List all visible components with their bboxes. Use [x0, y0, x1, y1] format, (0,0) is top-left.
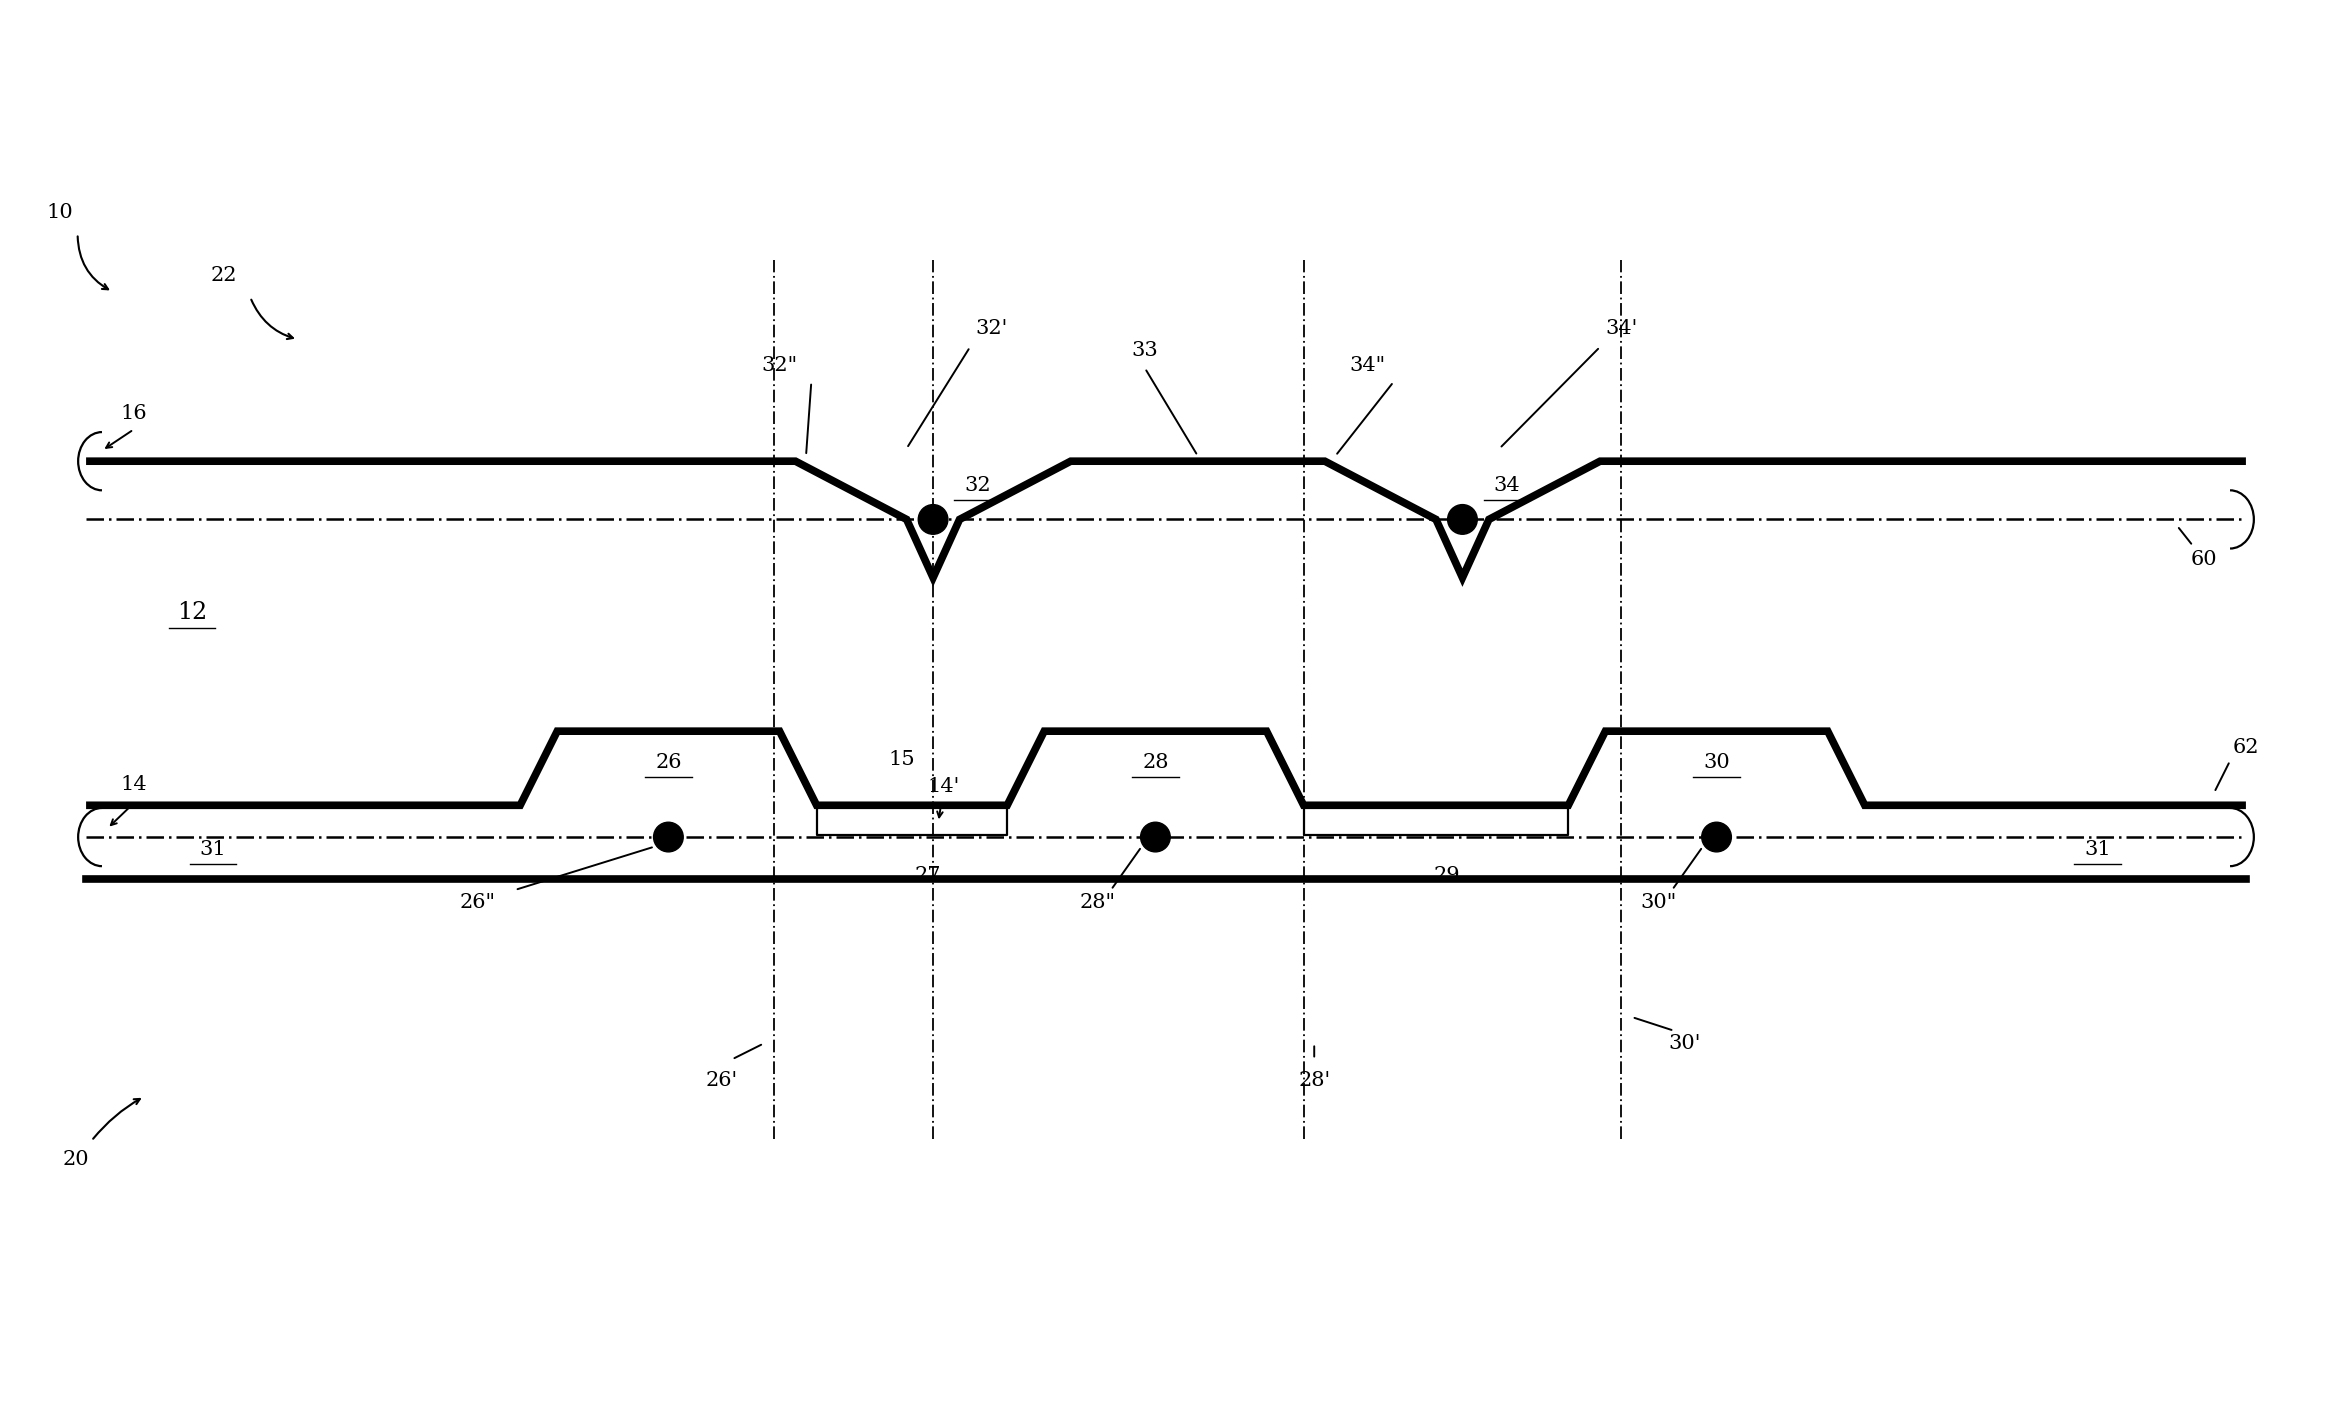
Text: 31: 31	[201, 841, 226, 859]
Text: 15: 15	[888, 750, 914, 768]
Text: 28": 28"	[1080, 893, 1115, 912]
Text: 32": 32"	[763, 356, 798, 375]
Text: 26': 26'	[704, 1071, 737, 1091]
Text: 16: 16	[121, 405, 147, 423]
Text: 32': 32'	[975, 320, 1007, 338]
Text: 34': 34'	[1604, 320, 1637, 338]
Text: 34": 34"	[1350, 356, 1385, 375]
Text: 31: 31	[2085, 841, 2110, 859]
Text: 27: 27	[914, 866, 942, 885]
Circle shape	[919, 504, 947, 534]
Text: 28': 28'	[1299, 1071, 1329, 1091]
Text: 29: 29	[1434, 866, 1460, 885]
Text: 20: 20	[63, 1150, 89, 1170]
Circle shape	[653, 822, 683, 852]
Text: 60: 60	[2190, 550, 2218, 569]
Text: 28: 28	[1143, 754, 1168, 772]
Text: 12: 12	[177, 601, 208, 623]
Text: 30": 30"	[1639, 893, 1677, 912]
Text: 22: 22	[210, 267, 238, 285]
Text: 34: 34	[1492, 476, 1520, 496]
Text: 32: 32	[963, 476, 991, 496]
Text: 26: 26	[655, 754, 681, 772]
Text: 14': 14'	[928, 777, 961, 795]
Text: 30: 30	[1702, 754, 1730, 772]
Text: 33: 33	[1131, 341, 1159, 359]
Circle shape	[1140, 822, 1171, 852]
Text: 62: 62	[2232, 737, 2260, 757]
Circle shape	[1448, 504, 1476, 534]
Text: 10: 10	[47, 203, 72, 222]
Text: 14: 14	[121, 775, 147, 794]
Text: 30': 30'	[1667, 1034, 1700, 1054]
Circle shape	[1702, 822, 1730, 852]
Text: 26": 26"	[459, 893, 497, 912]
